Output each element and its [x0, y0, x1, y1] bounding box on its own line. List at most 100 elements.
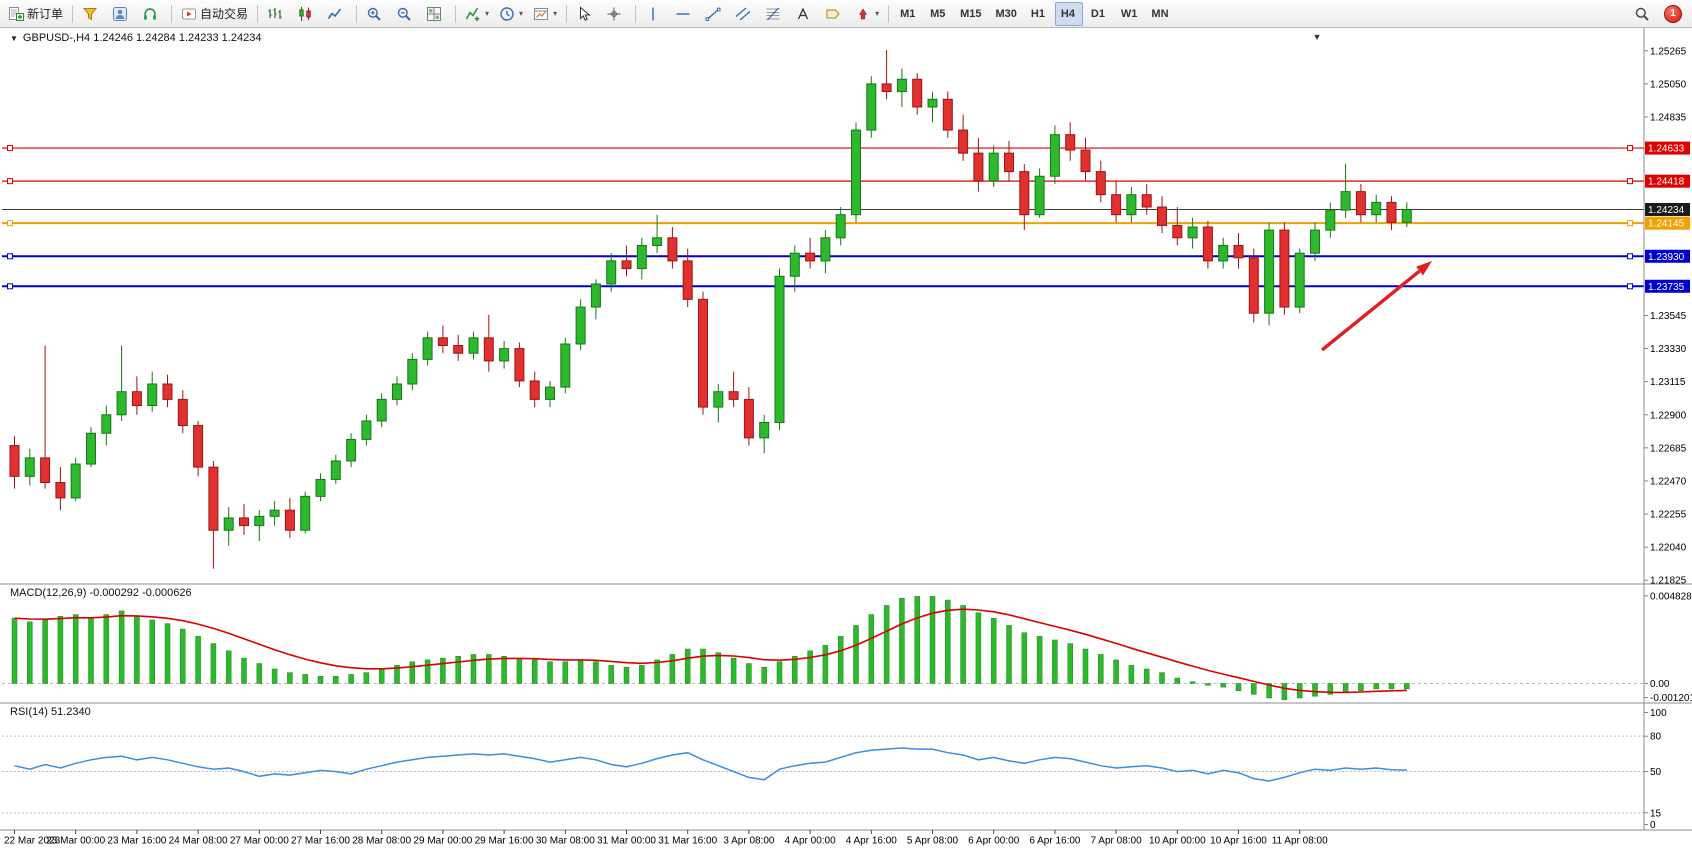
svg-text:29 Mar 16:00: 29 Mar 16:00 [475, 836, 534, 847]
timeframe-mn-button[interactable]: MN [1145, 2, 1174, 26]
tile-icon [426, 6, 442, 22]
timeframe-h1-button[interactable]: H1 [1025, 2, 1053, 26]
horizontal-line-button[interactable] [671, 2, 699, 26]
svg-text:1.24835: 1.24835 [1650, 112, 1687, 123]
toolbar-separator [72, 4, 74, 23]
indicators-button[interactable]: ▾ [461, 2, 493, 26]
timeframe-m30-button[interactable]: M30 [990, 2, 1023, 26]
template-icon [533, 6, 549, 22]
tile-windows-button[interactable] [422, 2, 450, 26]
zoom-out-icon [396, 6, 412, 22]
svg-text:28 Mar 08:00: 28 Mar 08:00 [352, 836, 411, 847]
chevron-down-icon: ▾ [485, 9, 490, 18]
toolbar: 新订单 自动交易 ▾ ▾ ▾ ▾ M1 M5 M15 M30 H1 H4 D1 W1 MN 1 [0, 0, 1692, 28]
timeframe-m30-button-label: M30 [995, 7, 1017, 20]
svg-text:31 Mar 16:00: 31 Mar 16:00 [658, 836, 717, 847]
text-button[interactable] [791, 2, 819, 26]
svg-text:7 Apr 08:00: 7 Apr 08:00 [1091, 836, 1143, 847]
svg-text:1.22040: 1.22040 [1650, 543, 1687, 554]
timeframe-m1-button[interactable]: M1 [894, 2, 922, 26]
svg-text:1.24633: 1.24633 [1648, 144, 1685, 155]
toolbar-separator [257, 4, 259, 23]
timeframe-h1-button-label: H1 [1030, 7, 1045, 20]
svg-text:1.22685: 1.22685 [1650, 443, 1687, 454]
svg-text:1.23735: 1.23735 [1648, 282, 1685, 293]
label-button[interactable] [821, 2, 849, 26]
chevron-down-icon: ▾ [875, 9, 880, 18]
timeframe-d1-button[interactable]: D1 [1085, 2, 1113, 26]
periods-button[interactable]: ▾ [495, 2, 527, 26]
crosshair-button[interactable] [602, 2, 630, 26]
search-button[interactable] [1630, 2, 1658, 26]
svg-text:1.25050: 1.25050 [1650, 79, 1687, 90]
svg-text:1.23330: 1.23330 [1650, 344, 1687, 355]
channel-button[interactable] [731, 2, 759, 26]
price-scale: 1.25265 1.25050 1.24835 1.23545 1.23330 1.231… [1644, 46, 1690, 587]
cursor-icon [576, 5, 592, 22]
trendline-button[interactable] [701, 2, 729, 26]
auto-trading-button[interactable]: 自动交易 [177, 2, 252, 26]
line-chart-button[interactable] [323, 2, 351, 26]
macd-pane: 0.004828 0.00 -0.001201 [2, 591, 1692, 704]
timeframe-w1-button[interactable]: W1 [1115, 2, 1144, 26]
toolbar-separator [635, 4, 637, 23]
zoom-out-button[interactable] [392, 2, 420, 26]
candlestick-chart-button[interactable] [293, 2, 321, 26]
rsi-indicator-label: RSI(14) 51.2340 [10, 706, 91, 718]
svg-text:1.22900: 1.22900 [1650, 410, 1687, 421]
fibonacci-button[interactable] [761, 2, 789, 26]
funnel-button[interactable] [78, 2, 106, 26]
crosshair-icon [606, 6, 622, 22]
autotrade-icon [181, 6, 197, 22]
svg-text:0: 0 [1650, 820, 1656, 831]
candles-icon [297, 6, 313, 22]
auto-trading-button-label: 自动交易 [200, 7, 249, 21]
notification-badge[interactable]: 1 [1664, 4, 1682, 23]
svg-text:1.23545: 1.23545 [1650, 311, 1687, 322]
svg-text:0.004828: 0.004828 [1650, 591, 1692, 602]
svg-text:23 Mar 16:00: 23 Mar 16:00 [107, 836, 166, 847]
svg-text:1.25265: 1.25265 [1650, 46, 1687, 57]
timeframe-m5-button[interactable]: M5 [924, 2, 952, 26]
svg-text:1.23930: 1.23930 [1648, 252, 1685, 263]
toolbar-separator [171, 4, 173, 23]
vertical-line-button[interactable] [641, 2, 669, 26]
svg-text:1.21825: 1.21825 [1650, 576, 1687, 587]
new-order-icon [8, 6, 24, 22]
svg-text:29 Mar 00:00: 29 Mar 00:00 [413, 836, 472, 847]
rsi-pane: 100 80 50 150 [2, 708, 1667, 831]
svg-text:1.22255: 1.22255 [1650, 510, 1687, 521]
templates-button[interactable]: ▾ [529, 2, 561, 26]
svg-text:24 Mar 08:00: 24 Mar 08:00 [169, 836, 228, 847]
profile-button[interactable] [108, 2, 136, 26]
label-icon [825, 6, 841, 22]
vline-icon [645, 6, 661, 22]
svg-text:27 Mar 00:00: 27 Mar 00:00 [230, 836, 289, 847]
svg-text:4 Apr 00:00: 4 Apr 00:00 [785, 836, 837, 847]
zoom-in-button[interactable] [362, 2, 390, 26]
svg-text:0.00: 0.00 [1650, 679, 1670, 690]
svg-text:5 Apr 08:00: 5 Apr 08:00 [907, 836, 959, 847]
cursor-button[interactable] [572, 2, 600, 26]
bars-chart-button[interactable] [263, 2, 291, 26]
svg-text:-0.001201: -0.001201 [1650, 693, 1692, 704]
toolbar-right: 1 [1630, 2, 1688, 26]
timeframe-m15-button[interactable]: M15 [954, 2, 987, 26]
chart-expand-icon[interactable]: ▼ [10, 33, 18, 43]
svg-text:22 Mar 2023: 22 Mar 2023 [4, 836, 61, 847]
timeframe-m15-button-label: M15 [960, 7, 982, 20]
svg-text:6 Apr 16:00: 6 Apr 16:00 [1029, 836, 1081, 847]
chart-frame [0, 28, 1692, 831]
svg-text:50: 50 [1650, 767, 1662, 778]
toolbar-separator [356, 4, 358, 23]
headset-button[interactable] [138, 2, 166, 26]
fibo-icon [765, 6, 781, 22]
new-order-button[interactable]: 新订单 [4, 2, 67, 26]
profile-icon [112, 6, 128, 22]
timeframe-h4-button[interactable]: H4 [1054, 1, 1083, 26]
timeframe-mn-button-label: MN [1151, 7, 1169, 20]
chart-shift-marker-icon[interactable]: ▼ [1313, 32, 1322, 42]
arrows-button[interactable]: ▾ [851, 2, 883, 26]
